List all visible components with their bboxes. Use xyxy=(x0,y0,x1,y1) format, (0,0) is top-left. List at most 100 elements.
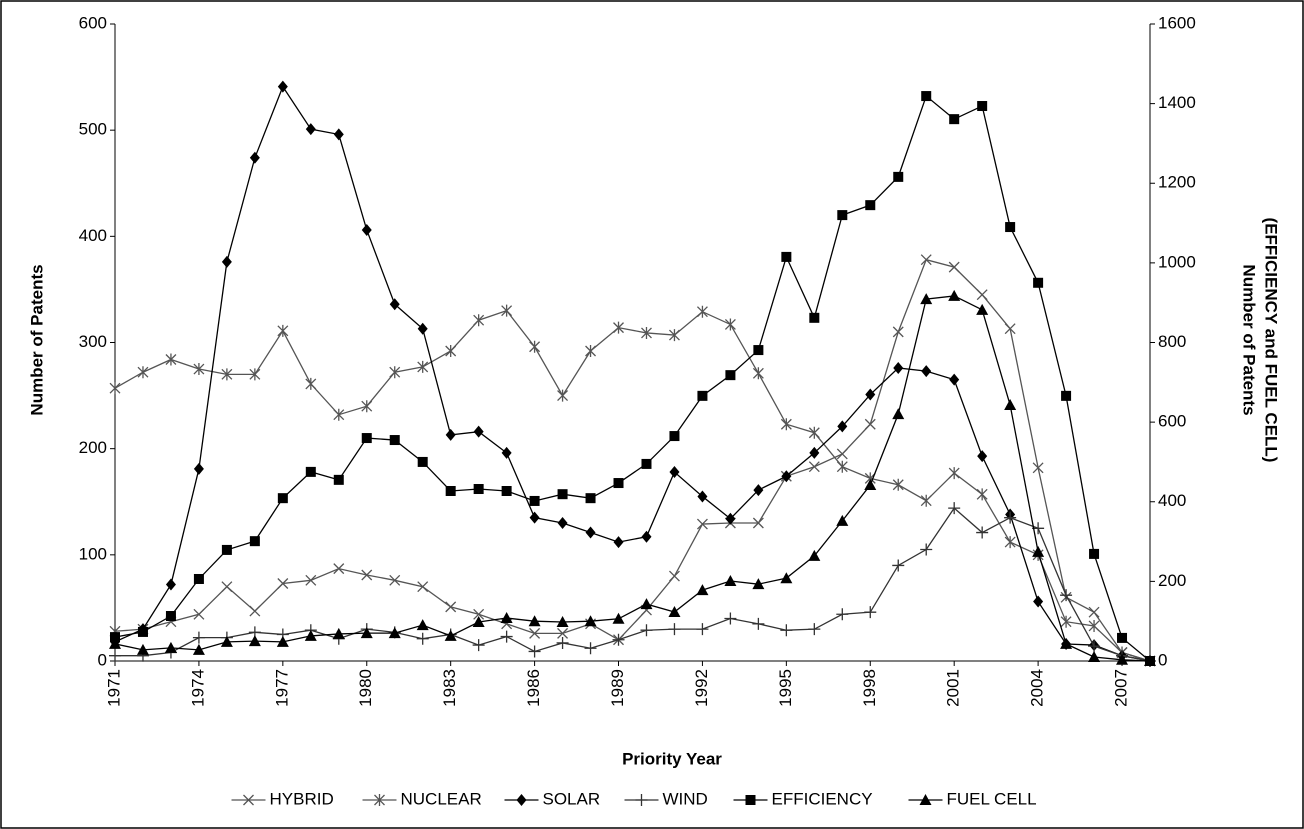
marker xyxy=(640,598,653,610)
marker xyxy=(389,366,401,379)
legend-item: HYBRID xyxy=(231,789,334,808)
marker xyxy=(249,151,260,164)
marker xyxy=(361,400,373,413)
marker xyxy=(193,363,205,376)
y2-tick-label: 1000 xyxy=(1158,252,1196,271)
marker xyxy=(976,526,989,539)
marker xyxy=(948,289,961,301)
marker xyxy=(724,574,737,586)
series xyxy=(110,91,1155,666)
marker xyxy=(417,360,429,373)
marker xyxy=(1144,655,1156,666)
marker xyxy=(333,408,345,421)
legend-marker xyxy=(745,795,756,805)
marker xyxy=(1033,595,1044,608)
marker xyxy=(808,623,821,636)
marker xyxy=(1061,390,1072,401)
marker xyxy=(753,484,764,497)
marker xyxy=(501,446,512,459)
marker xyxy=(920,293,933,305)
marker xyxy=(165,353,177,366)
x-tick-label: 1995 xyxy=(776,669,795,707)
marker xyxy=(808,426,820,439)
legend-item: EFFICIENCY xyxy=(733,789,873,808)
marker xyxy=(613,478,624,489)
x-tick-label: 1983 xyxy=(440,669,459,707)
marker xyxy=(836,460,848,473)
series-line xyxy=(114,309,1151,662)
marker xyxy=(445,486,456,497)
marker xyxy=(165,578,176,591)
marker xyxy=(277,578,289,589)
marker xyxy=(500,612,513,624)
marker xyxy=(501,486,512,497)
marker xyxy=(500,630,513,643)
marker xyxy=(864,418,876,430)
legend-marker xyxy=(243,794,254,806)
marker xyxy=(417,322,428,335)
marker xyxy=(753,345,764,356)
marker xyxy=(221,581,233,593)
marker xyxy=(1032,462,1044,474)
x-tick-label: 1986 xyxy=(524,669,543,707)
y-tick-label: 100 xyxy=(79,544,107,563)
marker xyxy=(136,643,149,655)
marker xyxy=(864,606,877,619)
marker xyxy=(333,474,344,485)
series-line xyxy=(114,295,1151,662)
marker xyxy=(920,543,933,556)
marker xyxy=(808,461,820,473)
y-tick-label: 500 xyxy=(79,120,107,139)
marker xyxy=(780,624,793,637)
marker xyxy=(1088,651,1101,663)
legend-marker xyxy=(516,794,527,806)
marker xyxy=(697,490,708,503)
marker xyxy=(164,641,177,653)
y2-tick-label: 1200 xyxy=(1158,173,1196,192)
marker xyxy=(193,462,204,475)
y2-axis-label: Number of Patents xyxy=(1240,264,1259,415)
marker xyxy=(920,494,932,507)
marker xyxy=(1060,589,1073,602)
y-axis-label: Number of Patents xyxy=(27,264,46,415)
marker xyxy=(416,619,429,631)
marker xyxy=(109,649,121,662)
marker xyxy=(1004,511,1017,524)
marker xyxy=(192,631,205,644)
marker xyxy=(556,636,569,649)
marker xyxy=(445,344,457,357)
y2-tick-label: 400 xyxy=(1158,491,1186,510)
x-tick-label: 1971 xyxy=(104,669,123,707)
x-tick-label: 1977 xyxy=(272,669,291,707)
marker xyxy=(725,512,736,525)
marker xyxy=(976,488,988,501)
marker xyxy=(473,484,484,495)
marker xyxy=(472,615,485,627)
marker xyxy=(1005,222,1016,233)
legend-marker xyxy=(374,794,385,806)
legend-label: NUCLEAR xyxy=(401,789,482,808)
marker xyxy=(389,435,400,446)
marker xyxy=(557,516,568,529)
marker xyxy=(921,365,932,378)
marker xyxy=(1004,536,1016,549)
marker xyxy=(361,569,373,581)
legend-label: SOLAR xyxy=(543,789,601,808)
marker xyxy=(473,608,485,620)
marker xyxy=(752,617,765,630)
marker xyxy=(445,428,456,441)
y-tick-label: 200 xyxy=(79,438,107,457)
marker xyxy=(472,639,485,652)
marker xyxy=(1060,637,1073,649)
marker xyxy=(724,612,737,625)
marker xyxy=(752,517,764,529)
marker xyxy=(276,635,289,647)
marker xyxy=(277,80,288,93)
marker xyxy=(892,408,905,420)
marker xyxy=(836,608,849,621)
marker xyxy=(668,623,681,636)
series xyxy=(109,254,1156,667)
marker xyxy=(445,601,457,613)
marker xyxy=(669,466,680,479)
marker xyxy=(641,458,652,469)
